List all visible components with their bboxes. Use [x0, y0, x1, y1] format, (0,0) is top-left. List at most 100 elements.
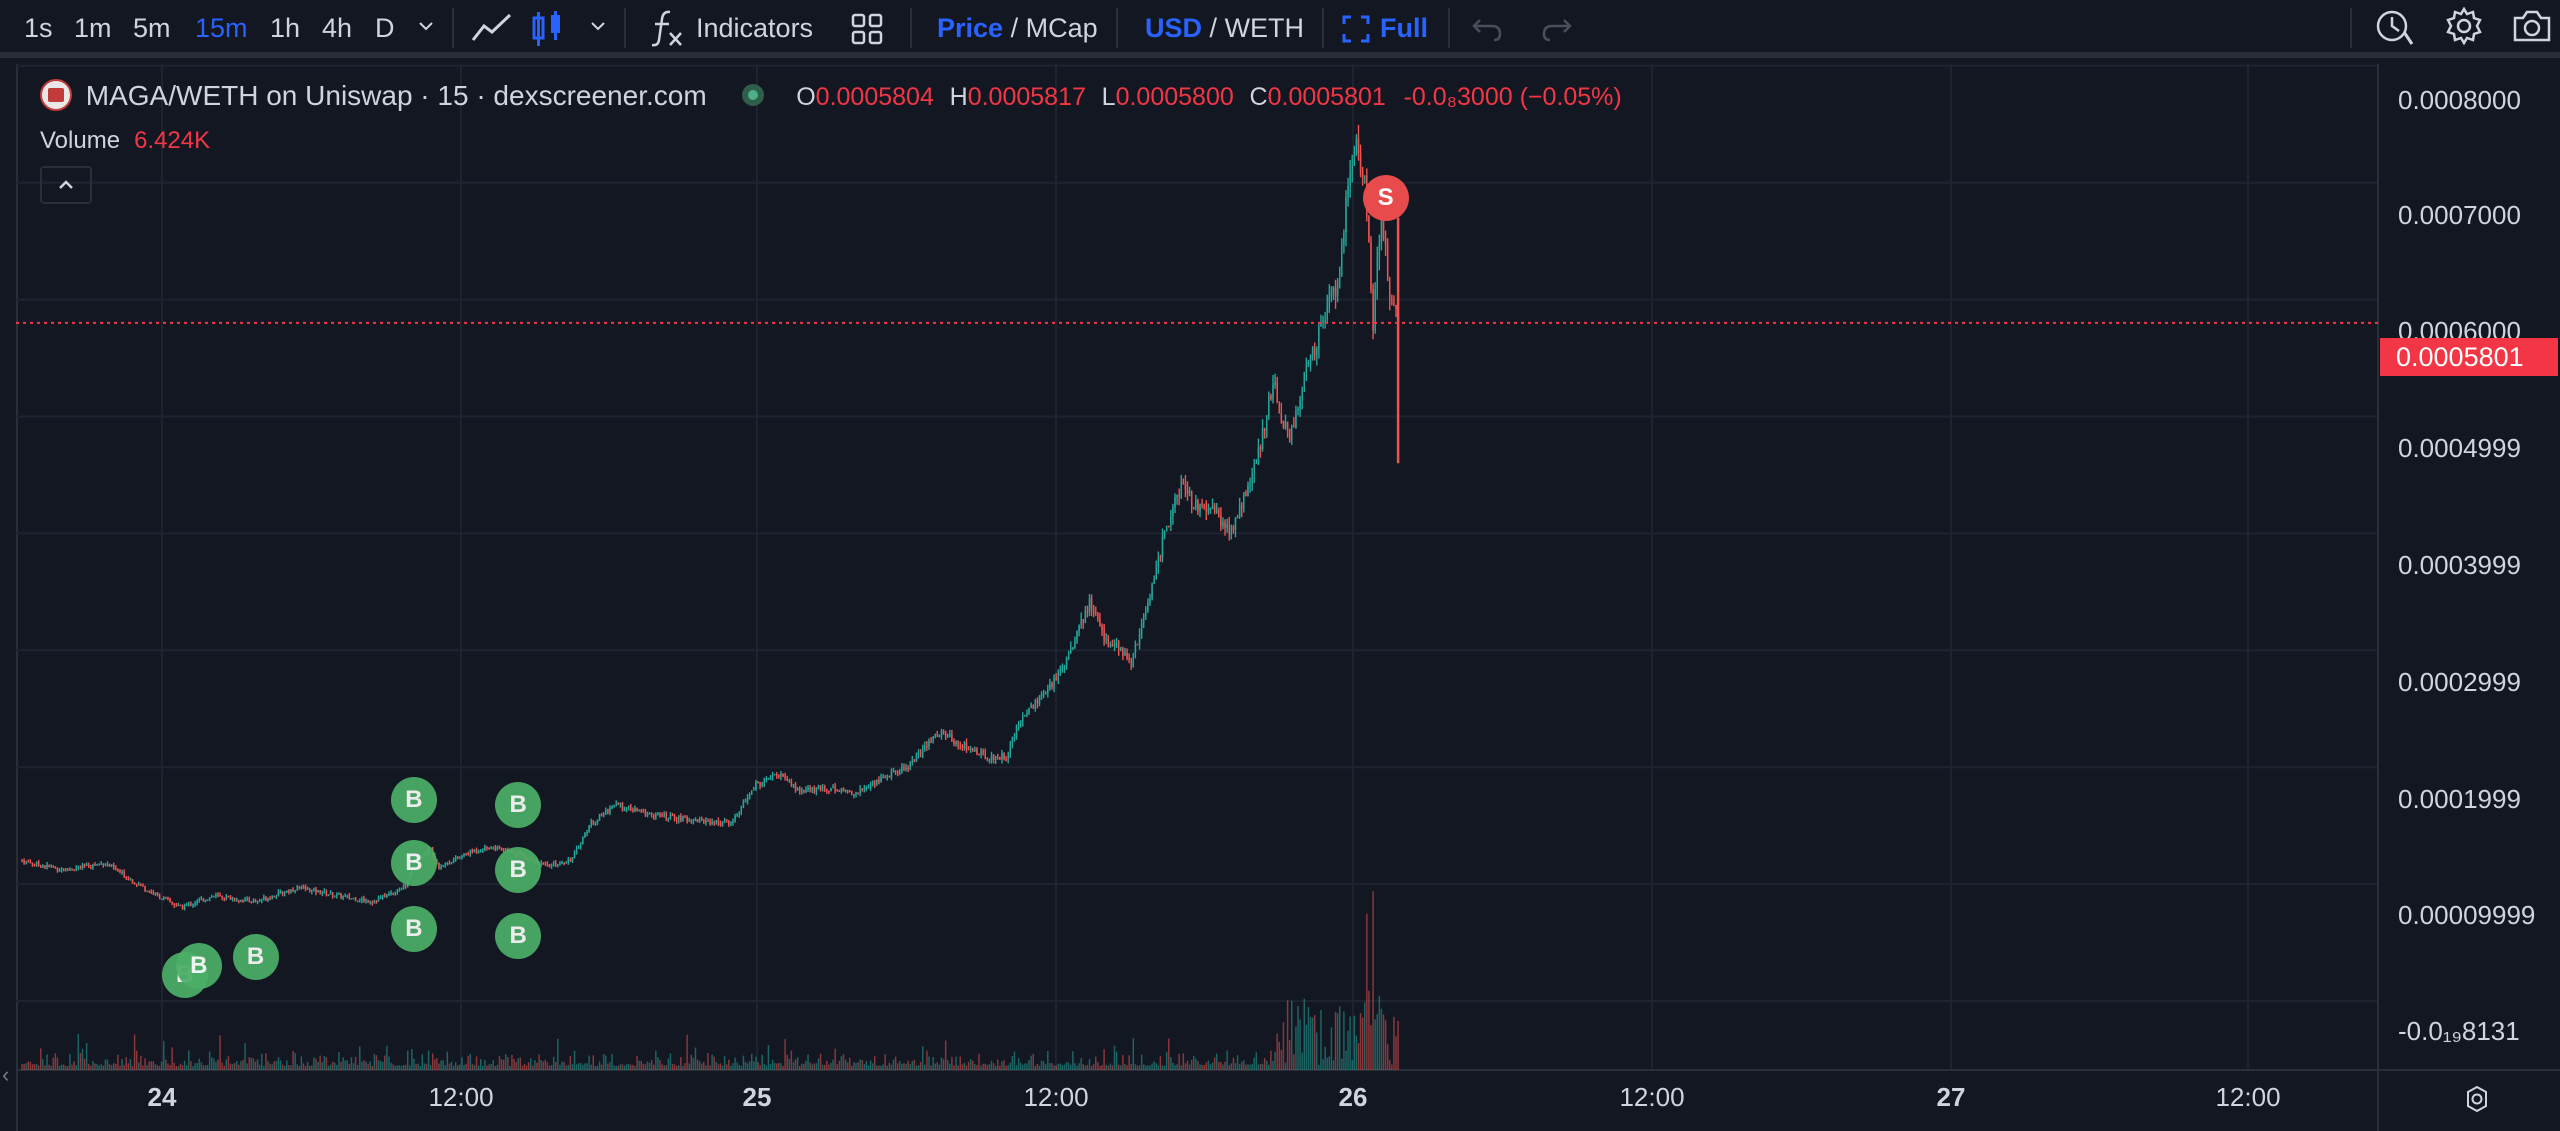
line-chart-icon[interactable] — [470, 10, 514, 46]
timeframe-1m[interactable]: 1m — [74, 13, 112, 43]
candle-body — [730, 823, 732, 826]
chart-canvas[interactable] — [0, 64, 2560, 1131]
volume-bar — [44, 1065, 46, 1070]
candle-body — [1297, 409, 1299, 411]
volume-bar — [563, 1062, 565, 1070]
volume-bar — [1180, 1065, 1182, 1070]
volume-bar — [959, 1056, 961, 1070]
candle-body — [165, 897, 167, 899]
volume-bar — [81, 1048, 84, 1070]
volume-bar — [1222, 1064, 1224, 1070]
volume-bar — [997, 1059, 999, 1070]
candle-body — [252, 900, 255, 903]
candle-body — [1149, 598, 1151, 603]
timeframe-1s[interactable]: 1s — [24, 13, 53, 43]
candle-body — [1032, 704, 1034, 709]
undo-icon[interactable] — [1470, 14, 1504, 44]
volume-bar — [947, 1060, 949, 1070]
buy-marker[interactable]: B — [232, 933, 279, 980]
indicators-button[interactable]: Indicators — [696, 13, 814, 43]
candle-body — [192, 904, 194, 906]
candle-body — [50, 866, 52, 868]
volume-bar — [1276, 1033, 1278, 1070]
volume-bar — [479, 1059, 482, 1070]
candle-body — [329, 892, 332, 895]
buy-marker[interactable]: B — [495, 912, 542, 959]
timeframe-15m[interactable]: 15m — [195, 13, 248, 43]
mcap-option[interactable]: MCap — [1025, 13, 1098, 43]
volume-bar — [208, 1051, 211, 1070]
price-mcap-toggle[interactable]: Price / MCap — [937, 12, 1098, 44]
collapse-left-chevron-icon[interactable]: ‹ — [2, 1062, 10, 1087]
sell-marker[interactable]: S — [1362, 174, 1409, 221]
candle-body — [909, 761, 911, 769]
candle-body — [890, 771, 893, 778]
volume-bar — [296, 1064, 298, 1070]
settings-gear-icon[interactable] — [2444, 6, 2484, 46]
buy-marker[interactable]: B — [495, 847, 542, 894]
chart-type-chevron-icon[interactable] — [588, 16, 608, 36]
buy-marker[interactable]: B — [175, 942, 222, 989]
candle-body — [1301, 389, 1303, 400]
buy-marker[interactable]: B — [390, 905, 437, 952]
candle-body — [344, 895, 346, 898]
redo-icon[interactable] — [1540, 14, 1574, 44]
axis-settings-icon[interactable] — [2462, 1084, 2492, 1119]
volume-bar — [221, 1062, 223, 1070]
volume-bar — [171, 1047, 173, 1070]
candle-body — [392, 892, 394, 895]
function-fx-icon[interactable] — [650, 8, 684, 48]
layout-grid-icon[interactable] — [850, 12, 884, 46]
timeframe-5m[interactable]: 5m — [133, 13, 171, 43]
buy-marker[interactable]: B — [495, 781, 542, 828]
timeframe-dropdown-chevron-icon[interactable] — [416, 16, 436, 36]
candle-body — [1134, 643, 1137, 654]
volume-bar — [655, 1050, 657, 1070]
price-option[interactable]: Price — [937, 13, 1004, 43]
volume-bar — [281, 1064, 284, 1070]
camera-screenshot-icon[interactable] — [2512, 8, 2552, 44]
toolbar-divider — [910, 8, 912, 48]
volume-bar — [519, 1057, 522, 1070]
volume-bar — [548, 1065, 551, 1070]
volume-bar — [113, 1063, 115, 1070]
volume-bar — [461, 1057, 463, 1070]
usd-option[interactable]: USD — [1145, 13, 1203, 43]
buy-marker[interactable]: B — [390, 840, 437, 887]
candle-body — [1120, 648, 1122, 650]
volume-bar — [1161, 1065, 1164, 1070]
candle-body — [584, 833, 586, 837]
volume-bar — [899, 1060, 901, 1070]
candle-body — [1382, 203, 1385, 239]
alert-clock-icon[interactable] — [2374, 6, 2414, 46]
weth-option[interactable]: WETH — [1224, 13, 1305, 43]
collapse-legend-button[interactable] — [40, 166, 92, 204]
candle-body — [177, 904, 180, 907]
volume-bar — [1380, 1008, 1383, 1070]
candlestick-icon[interactable] — [530, 10, 564, 48]
volume-bar — [621, 1064, 624, 1070]
timeframe-d[interactable]: D — [375, 13, 395, 43]
candle-body — [1084, 610, 1087, 623]
volume-bar — [448, 1063, 451, 1070]
chart-area[interactable] — [0, 64, 2560, 1131]
volume-bar — [417, 1063, 419, 1070]
candle-body — [680, 815, 682, 821]
candle-body — [609, 808, 611, 813]
volume-bar — [771, 1059, 774, 1070]
fullscreen-icon[interactable] — [1342, 15, 1370, 43]
volume-bar — [365, 1061, 367, 1070]
volume-bar — [611, 1054, 613, 1070]
candle-body — [225, 896, 228, 900]
chart-legend: MAGA/WETH on Uniswap · 15 · dexscreener.… — [40, 78, 1622, 114]
currency-toggle[interactable]: USD / WETH — [1145, 12, 1304, 44]
timeframe-1h[interactable]: 1h — [270, 13, 301, 43]
timeframe-4h[interactable]: 4h — [322, 13, 353, 43]
candle-body — [648, 812, 651, 815]
toolbar-divider — [1448, 8, 1450, 48]
buy-marker[interactable]: B — [390, 776, 437, 823]
volume-bar — [748, 1061, 751, 1070]
full-button[interactable]: Full — [1380, 13, 1428, 43]
volume-bar — [1038, 1065, 1041, 1070]
volume-bar — [258, 1064, 261, 1070]
